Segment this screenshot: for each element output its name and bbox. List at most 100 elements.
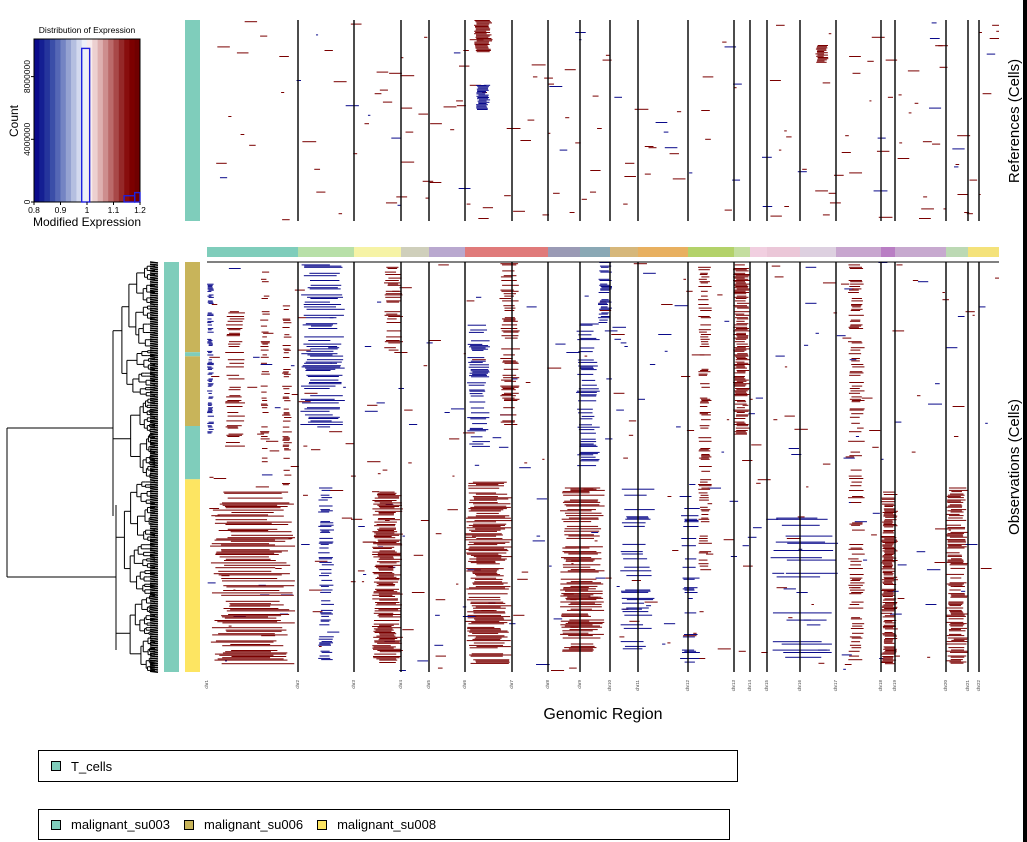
- heatmap-cell: [736, 389, 750, 391]
- heatmap-cell: [848, 558, 859, 560]
- heatmap-cell: [473, 659, 510, 661]
- dendrogram-leaf: [149, 630, 159, 634]
- heatmap-cell: [467, 324, 487, 326]
- heatmap-cell: [283, 388, 290, 390]
- dendrogram-leaf: [149, 657, 159, 660]
- heatmap-cell: [563, 587, 589, 589]
- heatmap-cell: [634, 108, 649, 110]
- heatmap-cell: [571, 563, 574, 565]
- heatmap-cell: [882, 596, 893, 597]
- heatmap-cell: [500, 358, 513, 359]
- heatmap-cell: [700, 317, 712, 319]
- chromosome-label: chr7: [509, 680, 514, 689]
- heatmap-cell: [207, 390, 213, 392]
- heatmap-cell: [882, 545, 893, 547]
- heatmap-cell: [567, 570, 605, 572]
- heatmap-cell: [384, 271, 397, 273]
- heatmap-cell: [699, 412, 711, 413]
- heatmap-cell: [828, 33, 832, 35]
- heatmap-cell: [594, 540, 598, 542]
- heatmap-cell: [579, 324, 593, 326]
- heatmap-cell: [474, 581, 503, 583]
- heatmap-cell: [624, 346, 628, 347]
- heatmap-cell: [404, 409, 413, 411]
- observation-group-bar: [185, 426, 200, 480]
- heatmap-cell: [374, 608, 401, 609]
- dendrogram-leaf: [149, 663, 159, 667]
- heatmap-cell: [364, 346, 372, 347]
- heatmap-cell: [750, 398, 753, 400]
- heatmap-cell: [882, 567, 893, 569]
- heatmap-cell: [701, 386, 710, 388]
- heatmap-cell: [473, 642, 505, 644]
- heatmap-cell: [379, 491, 395, 493]
- heatmap-cell: [469, 346, 490, 348]
- dendrogram-leaf: [149, 567, 159, 570]
- heatmap-cell: [208, 378, 214, 380]
- heatmap-cell: [376, 585, 395, 587]
- heatmap-cell: [849, 589, 865, 591]
- heatmap-cell: [947, 541, 967, 543]
- heatmap-cell: [684, 650, 697, 652]
- heatmap-cell: [458, 65, 470, 67]
- heatmap-cell: [229, 605, 271, 607]
- heatmap-cell: [957, 194, 968, 195]
- heatmap-cell: [210, 545, 296, 547]
- heatmap-cell: [850, 469, 862, 471]
- heatmap-cell: [869, 430, 881, 431]
- heatmap-cell: [734, 367, 747, 369]
- heatmap-cell: [613, 392, 625, 394]
- heatmap-cell: [472, 535, 497, 537]
- heatmap-cell: [949, 661, 967, 663]
- heatmap-cell: [303, 275, 337, 277]
- heatmap-cell: [733, 421, 745, 423]
- heatmap-cell: [318, 542, 333, 544]
- heatmap-cell: [626, 599, 654, 601]
- heatmap-cell: [735, 270, 749, 272]
- heatmap-cell: [208, 372, 214, 374]
- heatmap-cell: [698, 518, 710, 520]
- heatmap-cell: [350, 23, 362, 25]
- heatmap-cell: [961, 590, 966, 592]
- heatmap-cell: [881, 497, 895, 499]
- heatmap-cell: [851, 617, 861, 619]
- heatmap-cell: [701, 514, 709, 515]
- heatmap-cell: [605, 577, 612, 579]
- heatmap-cell: [776, 518, 828, 520]
- heatmap-cell: [282, 445, 289, 447]
- heatmap-cell: [208, 352, 212, 354]
- dendrogram-leaf: [149, 481, 159, 484]
- dendrogram-leaf: [149, 551, 159, 555]
- chromosome-color-bar: [688, 247, 734, 257]
- heatmap-cell: [946, 660, 962, 662]
- legend-item: malignant_su003: [51, 817, 170, 832]
- dendrogram-leaf: [149, 593, 159, 596]
- legend-label: T_cells: [71, 758, 113, 774]
- heatmap-cell: [733, 409, 750, 411]
- heatmap-cell: [373, 623, 400, 625]
- heatmap-cell: [845, 135, 849, 137]
- heatmap-cell: [405, 131, 414, 133]
- heatmap-cell: [578, 424, 592, 426]
- dendrogram-leaf: [149, 292, 159, 295]
- heatmap-cell: [223, 560, 276, 561]
- heatmap-cell: [736, 282, 746, 284]
- heatmap-cell: [469, 389, 485, 391]
- heatmap-cell: [783, 588, 796, 590]
- dendrogram-leaf: [149, 320, 159, 324]
- heatmap-cell: [386, 322, 402, 323]
- heatmap-cell: [788, 617, 793, 619]
- heatmap-cell: [386, 330, 402, 332]
- heatmap-cell: [217, 514, 269, 516]
- heatmap-cell: [686, 430, 695, 431]
- heatmap-cell: [733, 287, 748, 289]
- heatmap-cell: [698, 488, 711, 490]
- dendrogram-leaf: [149, 569, 159, 572]
- heatmap-cell: [979, 32, 982, 33]
- heatmap-cell: [619, 636, 625, 638]
- heatmap-cell: [283, 371, 289, 373]
- heatmap-cell: [475, 661, 510, 663]
- heatmap-cell: [469, 427, 483, 429]
- dendrogram-leaf: [149, 399, 159, 403]
- chromosome-label: chr19: [892, 680, 897, 692]
